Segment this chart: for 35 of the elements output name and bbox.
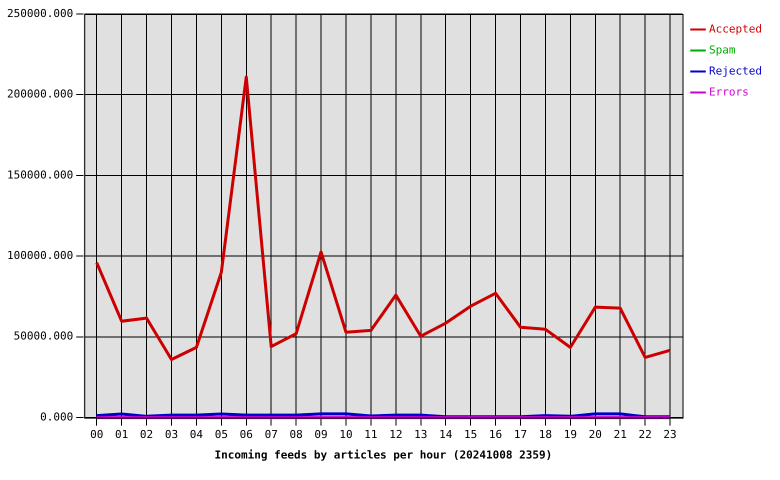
x-tick-label: 07 bbox=[264, 428, 278, 442]
x-tick-label: 17 bbox=[514, 428, 528, 442]
y-tick-label: 0.000 bbox=[40, 410, 74, 424]
x-tick-label: 05 bbox=[214, 428, 228, 442]
x-tick-label: 01 bbox=[114, 428, 128, 442]
x-tick-label: 00 bbox=[90, 428, 104, 442]
legend-label: Spam bbox=[709, 43, 736, 56]
x-tick-label: 09 bbox=[314, 428, 328, 442]
x-tick-label: 08 bbox=[289, 428, 303, 442]
x-tick-label: 15 bbox=[464, 428, 478, 442]
x-axis-title: Incoming feeds by articles per hour (20241008 2359) bbox=[214, 448, 552, 462]
y-tick-label: 50000.000 bbox=[14, 330, 74, 343]
legend-label: Accepted bbox=[709, 22, 762, 36]
x-tick-label: 18 bbox=[538, 428, 552, 442]
legend-label: Errors bbox=[709, 85, 749, 98]
legend-label: Rejected bbox=[709, 64, 762, 78]
x-tick-label: 02 bbox=[140, 428, 154, 442]
x-tick-label: 11 bbox=[364, 428, 378, 442]
x-tick-label: 23 bbox=[663, 428, 677, 442]
x-tick-label: 03 bbox=[164, 428, 178, 442]
x-tick-label: 19 bbox=[564, 428, 577, 442]
y-tick-label: 250000.000 bbox=[6, 6, 74, 20]
y-tick-label: 100000.000 bbox=[6, 249, 74, 262]
x-tick-label: 14 bbox=[439, 428, 453, 442]
x-tick-label: 16 bbox=[488, 428, 502, 442]
y-tick-label: 150000.000 bbox=[6, 168, 74, 182]
x-tick-label: 13 bbox=[414, 428, 428, 442]
x-tick-label: 06 bbox=[240, 428, 253, 442]
x-tick-label: 22 bbox=[638, 428, 652, 442]
x-tick-label: 04 bbox=[190, 428, 204, 442]
x-tick-label: 10 bbox=[339, 428, 353, 442]
y-tick-label: 200000.000 bbox=[6, 88, 74, 101]
x-tick-label: 12 bbox=[389, 428, 402, 442]
x-tick-label: 20 bbox=[588, 428, 602, 442]
x-tick-label: 21 bbox=[614, 428, 627, 442]
